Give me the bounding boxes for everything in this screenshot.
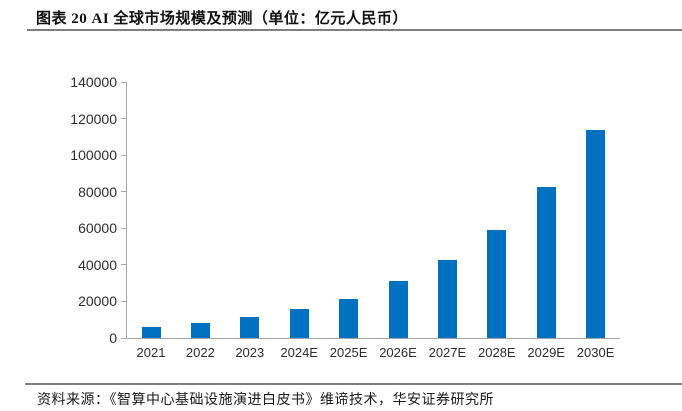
bar-2030E — [586, 129, 606, 338]
y-axis-tick — [121, 118, 126, 120]
header-divider — [27, 29, 682, 31]
source-note: 资料来源：《智算中心基础设施演进白皮书》维谛技术，华安证券研究所 — [37, 393, 494, 408]
y-axis-tick — [121, 154, 126, 156]
y-tick-label: 60000 — [78, 220, 117, 237]
bar-2029E — [536, 187, 556, 338]
bar-2023 — [240, 316, 260, 338]
x-tick-label: 2026E — [379, 345, 417, 360]
y-tick-label: 40000 — [78, 256, 117, 273]
y-axis-tick — [121, 264, 126, 266]
x-axis-line — [126, 338, 620, 339]
y-axis-tick — [121, 300, 126, 302]
figure-title: 图表 20 AI 全球市场规模及预测（单位：亿元人民币） — [36, 11, 408, 27]
y-axis-line — [126, 82, 127, 338]
bar-2024E — [289, 308, 309, 338]
y-axis-tick — [121, 337, 126, 339]
x-tick-label: 2021 — [136, 345, 166, 360]
bar-2027E — [437, 260, 457, 338]
y-tick-label: 100000 — [70, 147, 117, 164]
x-tick-label: 2023 — [235, 345, 265, 360]
x-tick-label: 2022 — [185, 345, 215, 360]
y-tick-label: 140000 — [70, 74, 117, 90]
x-tick-label: 2025E — [329, 345, 368, 360]
bar-2025E — [339, 298, 359, 338]
y-tick-label: 0 — [109, 330, 117, 346]
y-axis-tick — [121, 227, 126, 229]
y-axis-tick — [121, 191, 126, 193]
bar-2026E — [388, 281, 408, 338]
x-tick-label: 2030E — [576, 345, 615, 360]
x-tick-label: 2027E — [428, 345, 467, 360]
y-tick-label: 80000 — [78, 183, 117, 200]
bar-2022 — [190, 323, 210, 338]
bar-2028E — [487, 230, 507, 338]
x-tick-label: 2029E — [527, 345, 565, 360]
x-tick-label: 2024E — [280, 345, 318, 360]
y-tick-label: 20000 — [78, 293, 117, 310]
y-tick-label: 120000 — [70, 110, 117, 127]
bar-2021 — [141, 327, 161, 338]
x-tick-label: 2028E — [478, 345, 516, 360]
footer-divider — [25, 383, 682, 385]
y-axis-tick — [121, 81, 126, 83]
